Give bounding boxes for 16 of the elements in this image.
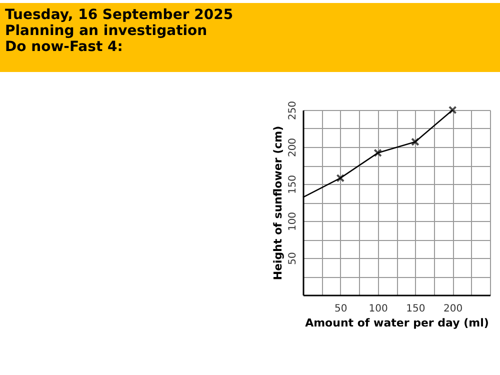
point — [448, 106, 457, 114]
y-axis-title: Height of sunflower (cm) — [272, 126, 284, 280]
x-tick-label: 100 — [368, 304, 388, 314]
x-tick-label: 50 — [334, 304, 348, 314]
y-tick-label: 200 — [288, 138, 298, 158]
y-tick-label: 100 — [288, 212, 298, 232]
y-tick-label: 150 — [288, 174, 298, 194]
text: Tuesday, 16 September 2025 Planning an investigation Do now-Fast 4: — [5, 7, 234, 55]
x-tick-label: 200 — [444, 304, 463, 314]
point — [374, 148, 382, 158]
y-tick-label: 250 — [288, 100, 298, 120]
x-tick-label: 150 — [406, 304, 426, 314]
point — [411, 138, 420, 146]
y-tick-label: 50 — [288, 252, 298, 265]
x-axis-title: Amount of water per day (ml) — [305, 316, 489, 330]
point — [336, 174, 345, 182]
